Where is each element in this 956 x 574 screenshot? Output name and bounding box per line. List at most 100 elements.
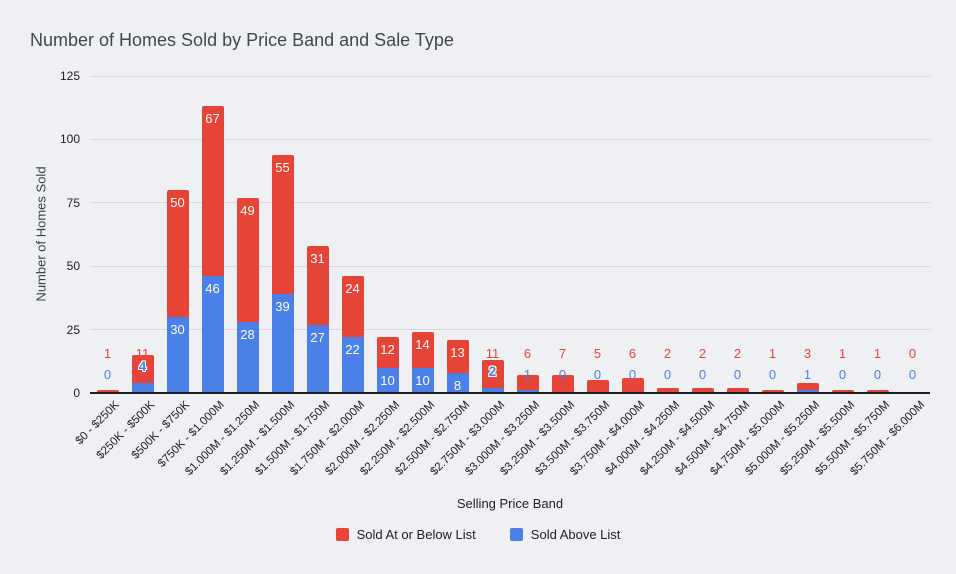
bar-value-label: 2 — [733, 346, 742, 361]
bar-segment-sold-at-or-below-list — [691, 387, 714, 393]
bar-segment-sold-at-or-below-list — [726, 387, 749, 393]
bar-segment-sold-at-or-below-list — [306, 245, 329, 325]
bar-value-label: 39 — [275, 299, 290, 315]
legend-swatch-icon — [509, 528, 523, 541]
bar-value-label: 0 — [593, 367, 602, 382]
bar-value-label: 27 — [310, 329, 325, 345]
bar-segment-sold-above-list — [411, 367, 434, 393]
bar-value-label: 11 — [135, 346, 150, 361]
bar-segment-sold-above-list — [376, 367, 399, 393]
bar-value-label: 1 — [838, 346, 847, 361]
y-tick-label: 25 — [66, 322, 80, 337]
y-tick-label: 75 — [66, 195, 80, 210]
bar-value-label: 67 — [205, 111, 220, 127]
bar-segment-sold-at-or-below-list — [866, 390, 889, 393]
bar-value-label: 0 — [628, 367, 637, 382]
bar-value-label: 0 — [558, 367, 567, 382]
bar-value-label: 2 — [663, 346, 672, 361]
bar-segment-sold-above-list — [131, 382, 154, 393]
bar-value-label: 6 — [523, 346, 532, 361]
legend-item: Sold At or Below List — [335, 527, 476, 542]
x-axis-title: Selling Price Band — [456, 496, 564, 511]
legend-item: Sold Above List — [509, 527, 621, 542]
bar-segment-sold-above-list — [341, 337, 364, 393]
bar-value-label: 13 — [450, 344, 465, 360]
bar-segment-sold-at-or-below-list — [481, 360, 504, 388]
bar-value-label: 30 — [170, 321, 185, 337]
bar-segment-sold-above-list — [201, 276, 224, 393]
bar-value-label: 1 — [803, 367, 812, 382]
bar-segment-sold-at-or-below-list — [586, 380, 609, 393]
bar-value-label: 14 — [415, 337, 430, 353]
bar-value-label: 24 — [345, 281, 360, 297]
bar-value-label: 4 — [138, 358, 147, 374]
bar-segment-sold-at-or-below-list — [446, 339, 469, 373]
bar-segment-sold-above-list — [446, 372, 469, 393]
bar-segment-sold-at-or-below-list — [621, 377, 644, 393]
legend: Sold At or Below List Sold Above List — [0, 527, 956, 542]
gridline — [90, 265, 930, 267]
bar-value-label: 0 — [908, 346, 917, 361]
y-tick-label: 0 — [73, 386, 80, 400]
bar-value-label: 0 — [908, 367, 917, 382]
bar-segment-sold-at-or-below-list — [131, 354, 154, 383]
bar-value-label: 28 — [240, 326, 255, 342]
bar-value-label: 0 — [698, 367, 707, 382]
bar-segment-sold-at-or-below-list — [411, 332, 434, 368]
gridline — [90, 202, 930, 204]
bar-value-label: 8 — [453, 377, 462, 393]
bar-value-label: 2 — [488, 364, 497, 380]
legend-swatch-icon — [335, 528, 349, 541]
bar-value-label: 1 — [768, 346, 777, 361]
bar-value-label: 50 — [170, 195, 185, 211]
gridline — [90, 138, 930, 140]
bar-value-label: 6 — [628, 346, 637, 361]
bar-value-label: 0 — [733, 367, 742, 382]
bar-value-label: 22 — [345, 342, 360, 358]
bar-segment-sold-at-or-below-list — [236, 197, 259, 322]
y-tick-label: 50 — [66, 259, 80, 274]
bar-value-label: 12 — [380, 342, 395, 358]
bar-segment-sold-at-or-below-list — [166, 190, 189, 317]
bar-segment-sold-above-list — [796, 390, 819, 393]
bar-segment-sold-above-list — [306, 324, 329, 393]
bar-segment-sold-above-list — [236, 321, 259, 393]
bar-segment-sold-at-or-below-list — [761, 390, 784, 393]
chart-title: Number of Homes Sold by Price Band and S… — [30, 30, 454, 50]
bar-segment-sold-above-list — [516, 390, 539, 393]
legend-label: Sold Above List — [530, 527, 621, 542]
bar-value-label: 1 — [523, 367, 532, 382]
bar-segment-sold-at-or-below-list — [96, 390, 119, 393]
bar-value-label: 46 — [205, 281, 220, 297]
bar-segment-sold-above-list — [166, 316, 189, 393]
x-axis-line — [90, 392, 930, 394]
bar-value-label: 0 — [663, 367, 672, 382]
y-tick-label: 100 — [59, 132, 80, 147]
bar-value-label: 1 — [873, 346, 882, 361]
bar-value-label: 10 — [380, 372, 395, 388]
bar-segment-sold-at-or-below-list — [831, 390, 854, 393]
bar-value-label: 0 — [103, 367, 112, 382]
legend-label: Sold At or Below List — [356, 527, 476, 542]
bar-value-label: 5 — [593, 346, 602, 361]
bar-segment-sold-at-or-below-list — [656, 387, 679, 393]
bar-value-label: 7 — [558, 346, 567, 361]
bar-segment-sold-above-list — [481, 387, 504, 393]
bar-value-label: 11 — [485, 346, 500, 361]
bar-value-label: 2 — [698, 346, 707, 361]
bar-segment-sold-above-list — [271, 294, 294, 393]
bar-segment-sold-at-or-below-list — [516, 375, 539, 391]
bar-value-label: 49 — [240, 202, 255, 218]
bar-segment-sold-at-or-below-list — [271, 154, 294, 295]
bar-value-label: 0 — [768, 367, 777, 382]
bar-value-label: 0 — [838, 367, 847, 382]
bar-value-label: 0 — [873, 367, 882, 382]
gridline — [90, 75, 930, 77]
bar-segment-sold-at-or-below-list — [376, 337, 399, 368]
gridline — [90, 329, 930, 331]
bar-segment-sold-at-or-below-list — [796, 382, 819, 391]
bar-segment-sold-at-or-below-list — [551, 375, 574, 393]
bar-value-label: 55 — [275, 159, 290, 175]
bar-segment-sold-at-or-below-list — [341, 276, 364, 338]
